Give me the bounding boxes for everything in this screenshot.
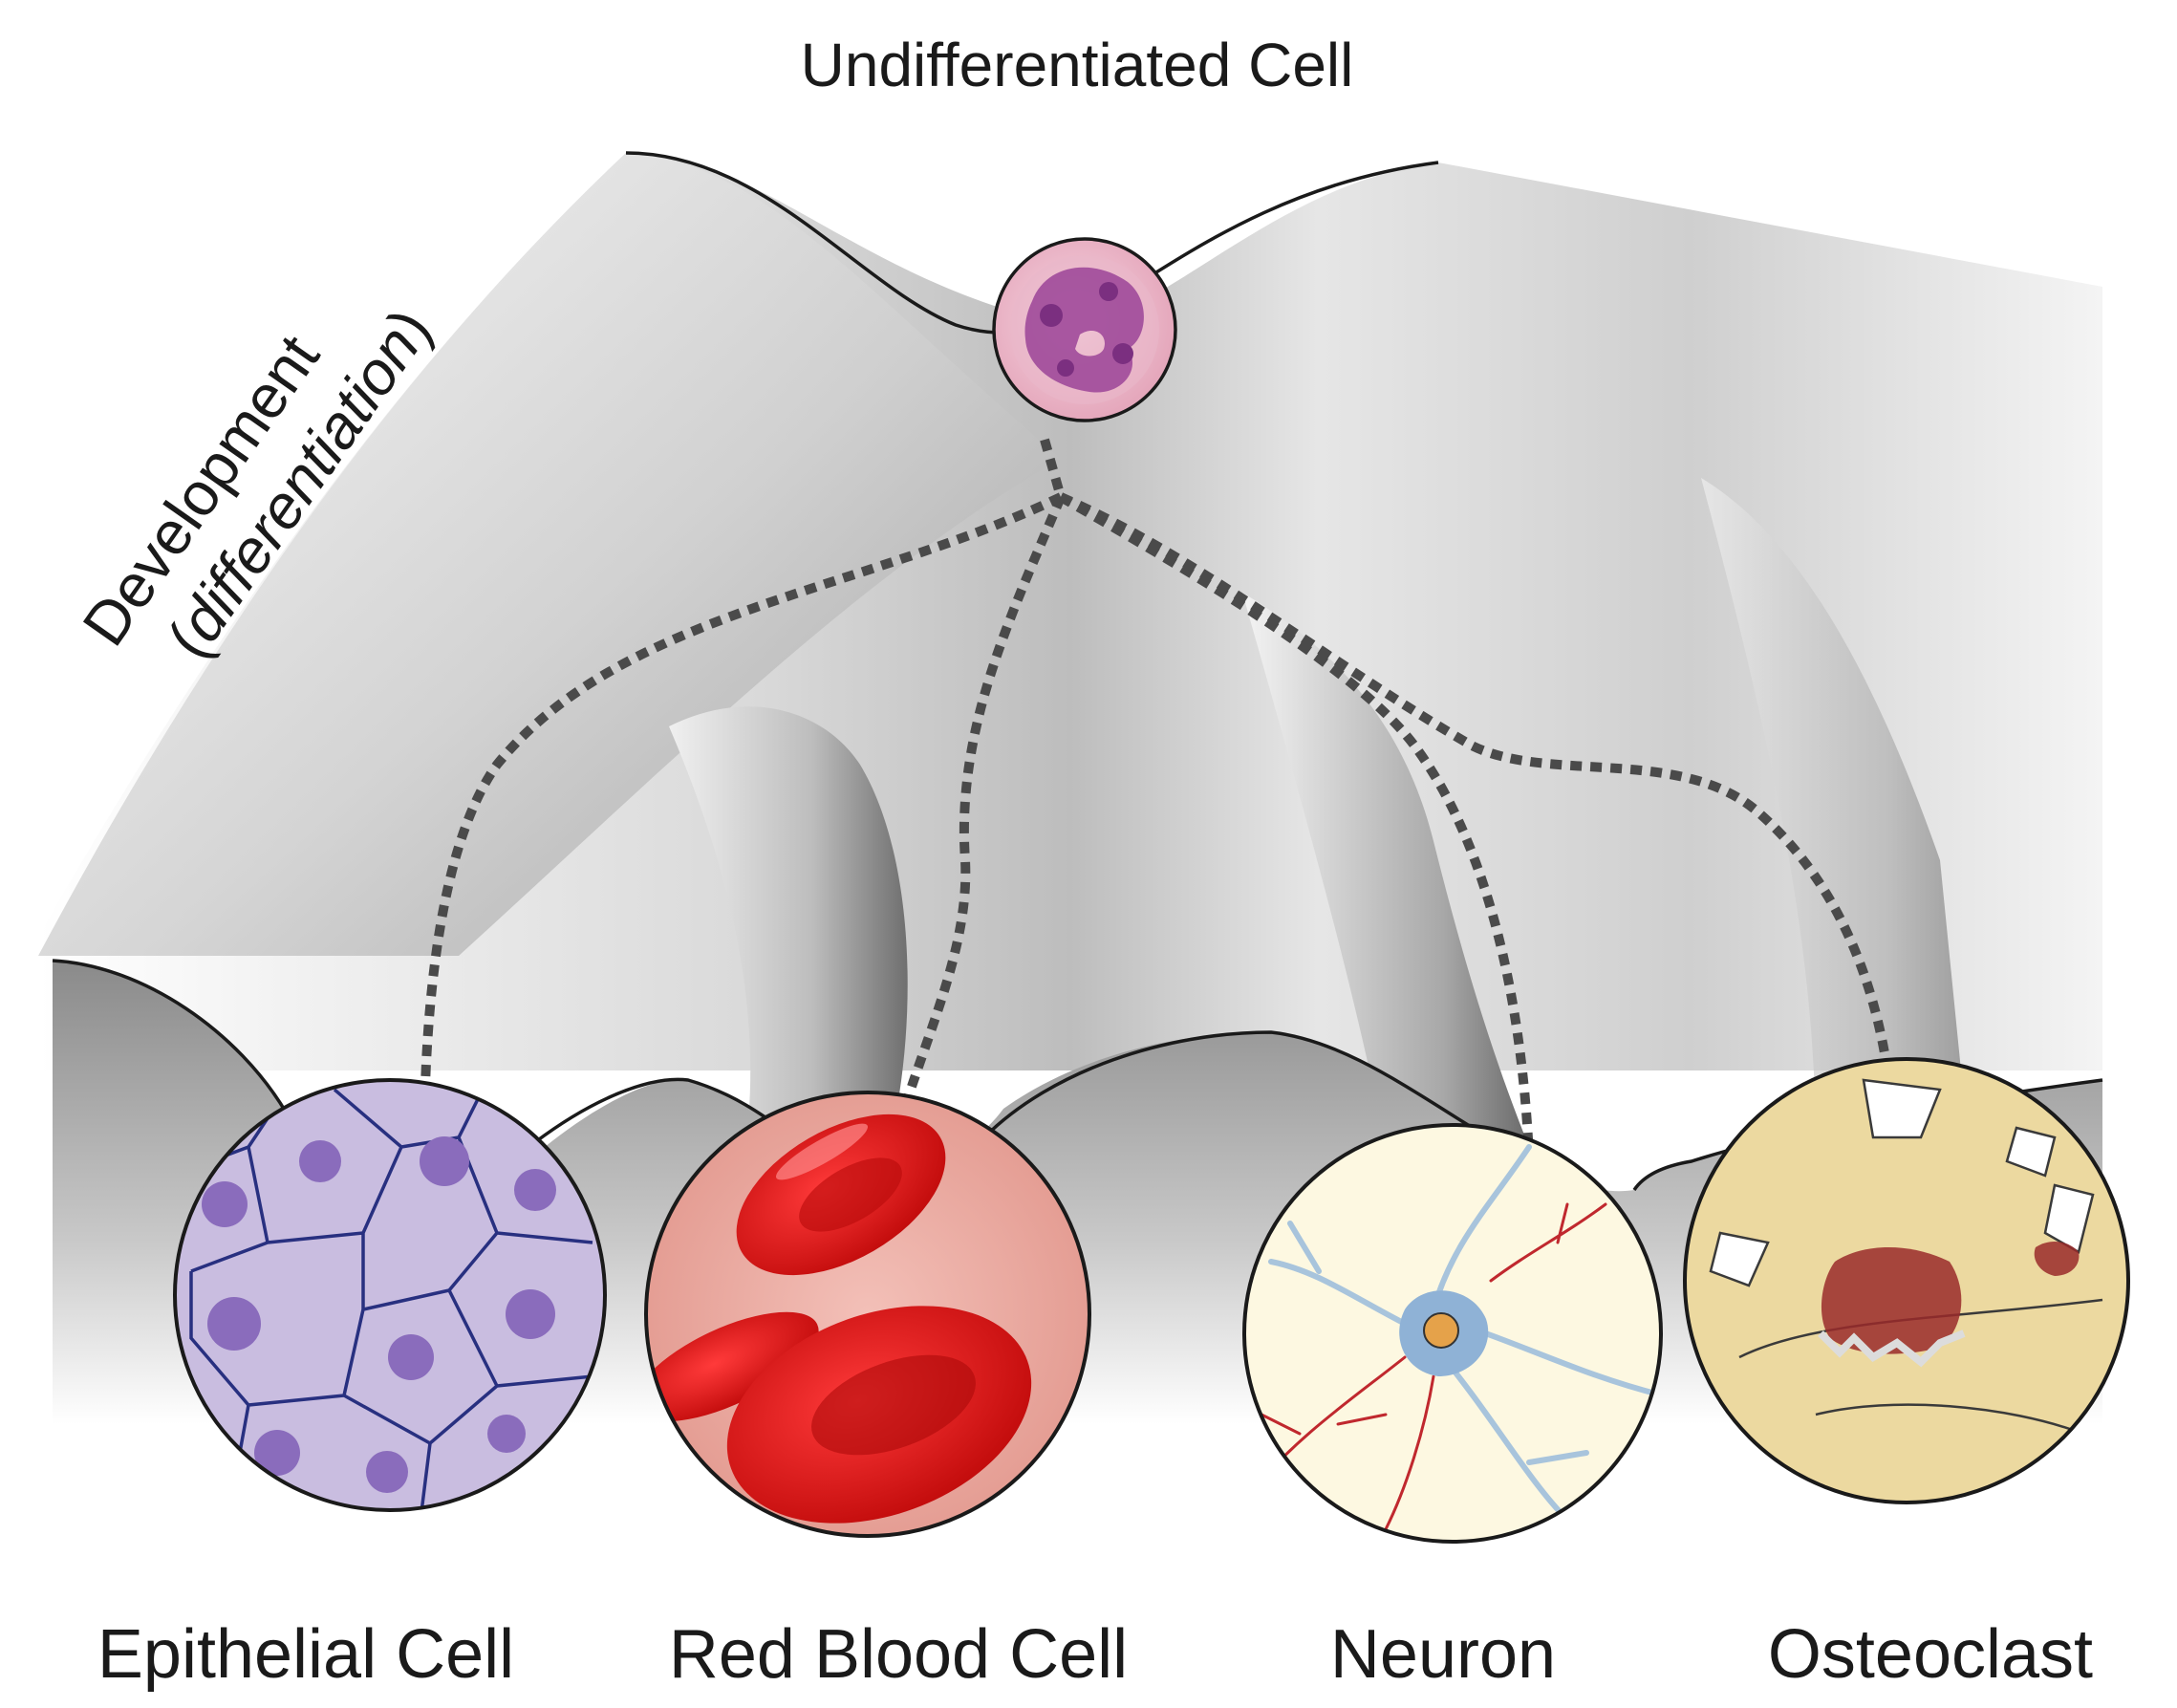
epithelial-cell-icon [173,1078,607,1512]
ridge-front-line [52,959,2103,1192]
landscape-fold-far-right [1701,478,1969,1147]
label-epithelial-cell: Epithelial Cell [97,1616,514,1693]
path-to-epithelial [420,492,1064,1086]
landscape-left-slope [38,153,1061,956]
title: Undifferentiated Cell [801,31,1354,99]
neuron-icon [1242,1123,1663,1544]
path-to-osteoclast [1059,492,1892,1071]
label-neuron: Neuron [1330,1616,1556,1693]
osteoclast-icon [1683,1057,2130,1504]
stem-cell [992,237,1177,422]
landscape-fold-right [1242,593,1529,1147]
path-to-rbc [889,495,1066,1149]
label-red-blood-cell: Red Blood Cell [669,1616,1128,1693]
landscape-fold-left [669,706,908,1147]
differentiation-paths [420,438,1892,1157]
path-stem-origin [1040,438,1066,499]
label-osteoclast: Osteoclast [1768,1616,2093,1693]
red-blood-cell-icon [644,1091,1091,1538]
